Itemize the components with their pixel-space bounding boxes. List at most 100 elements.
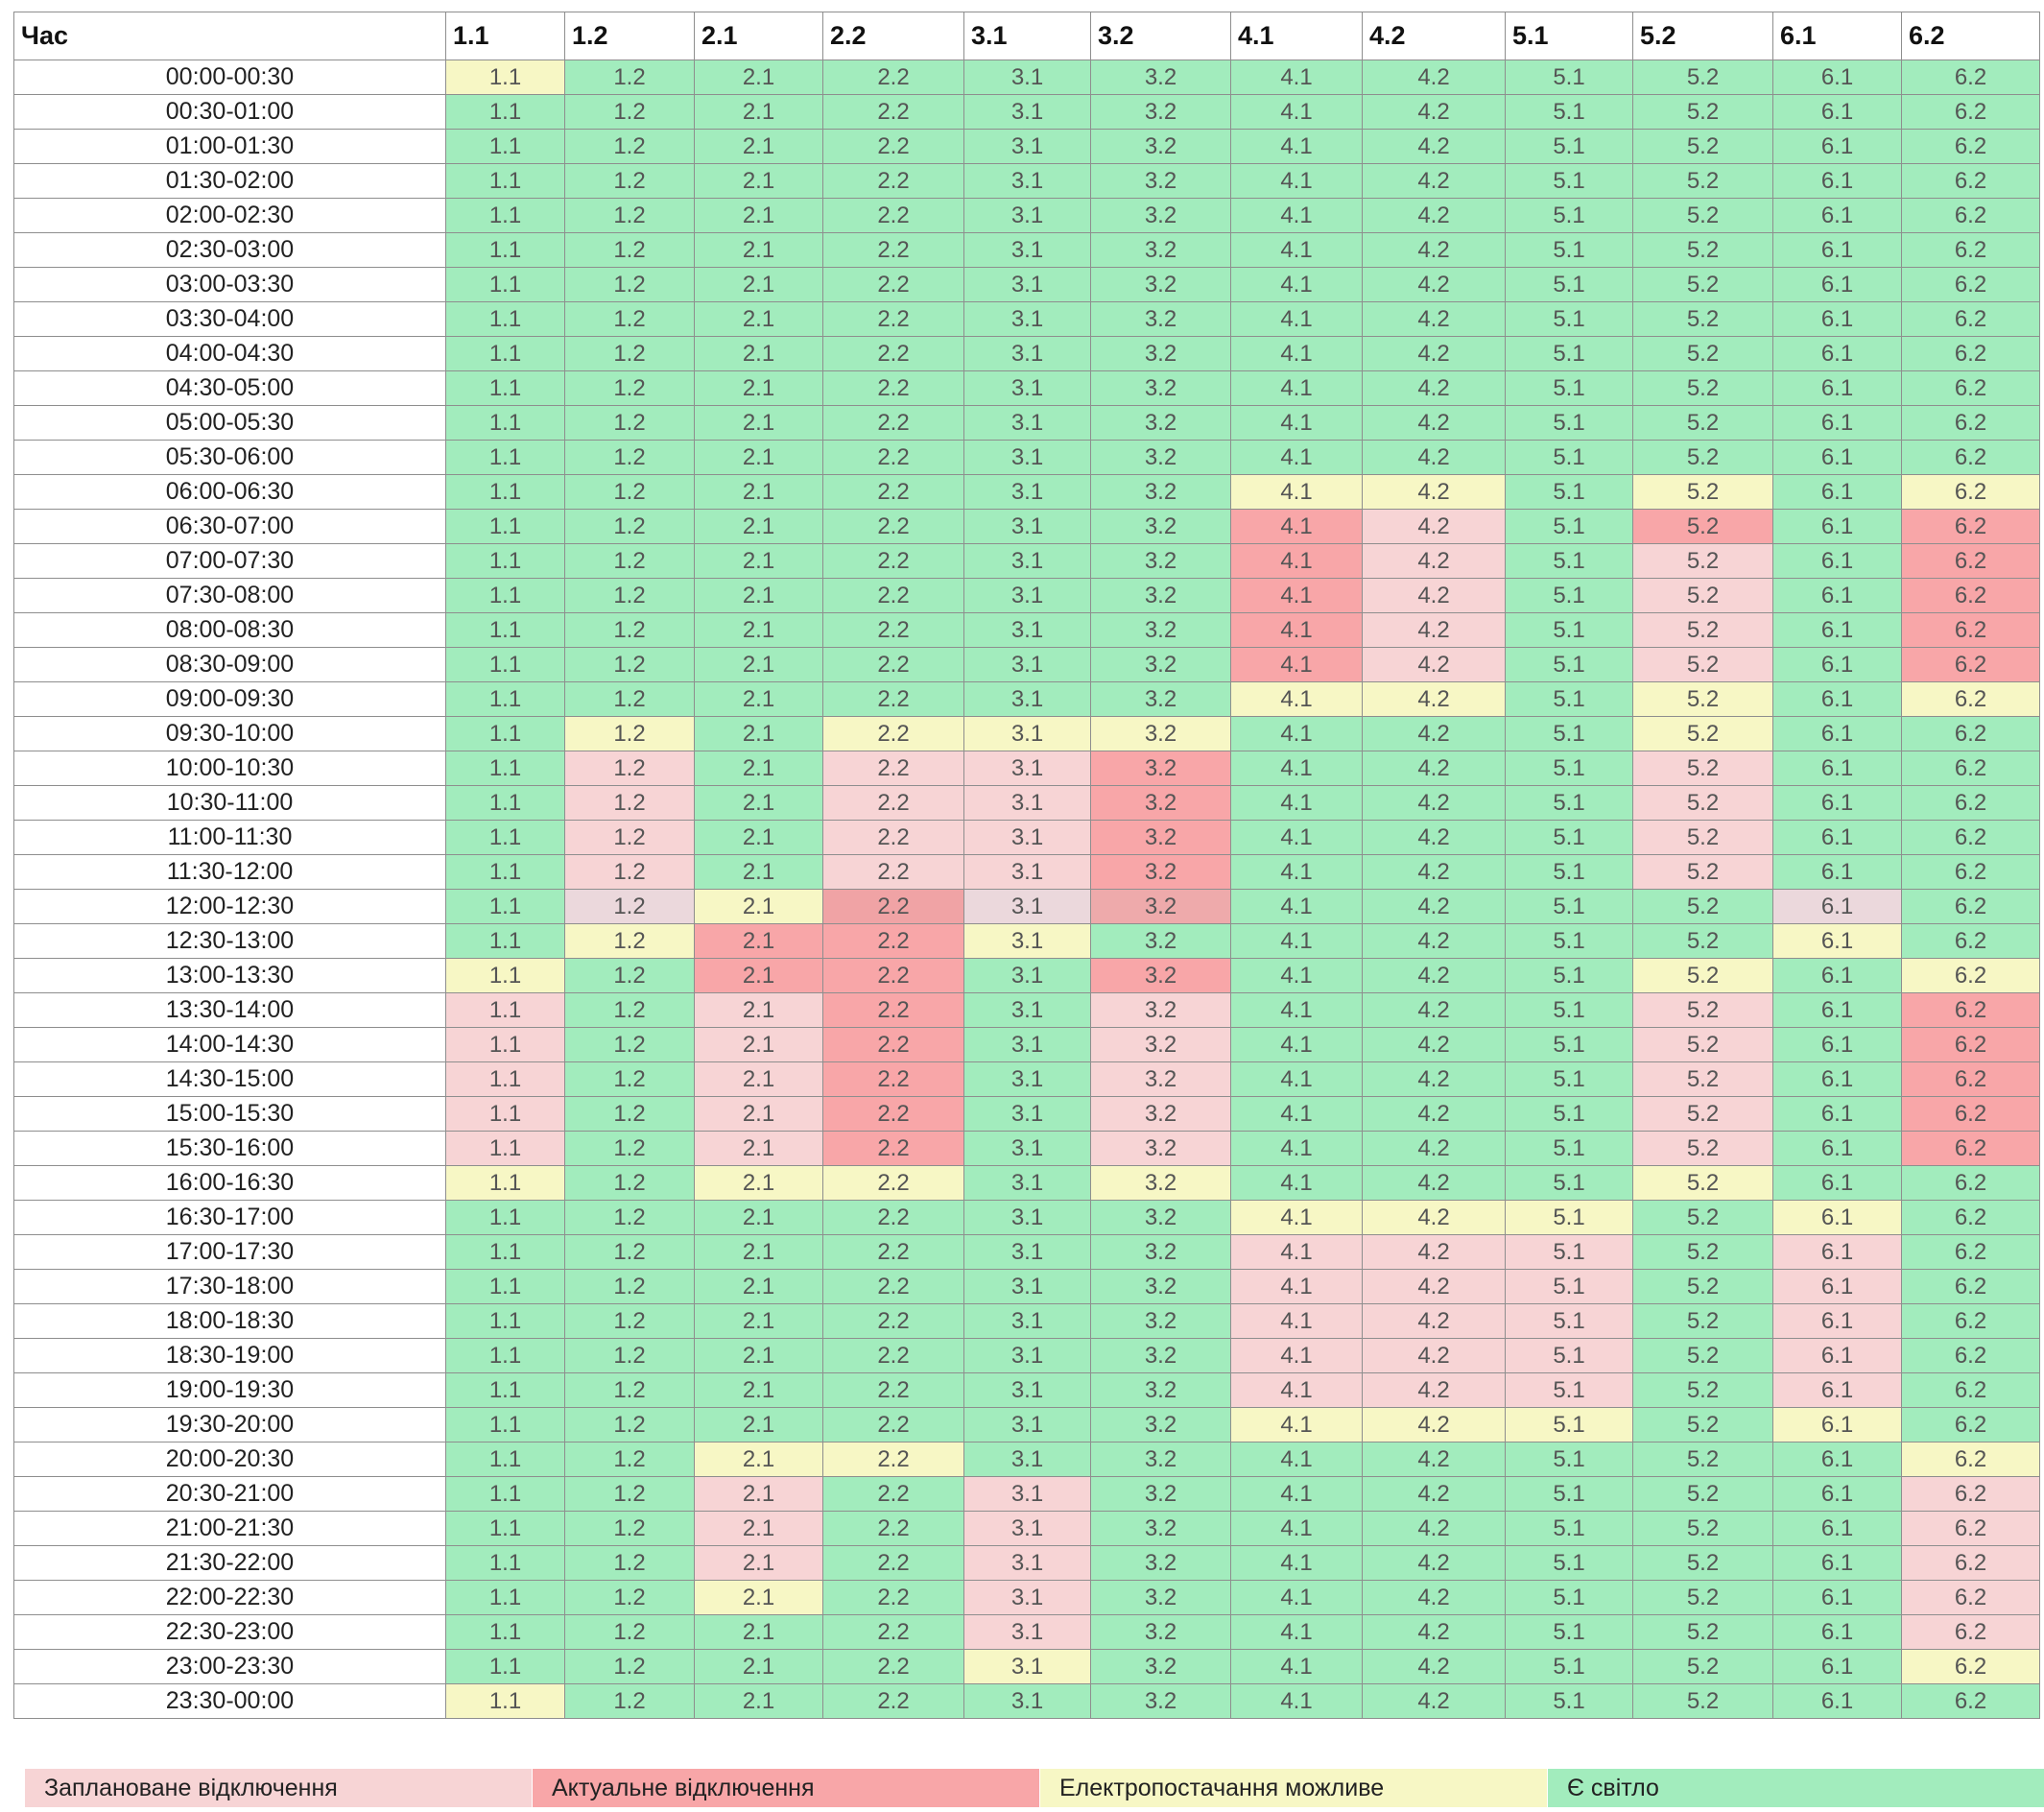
group-cell: 5.1 [1505, 336, 1633, 371]
group-cell: 2.1 [694, 543, 823, 579]
group-cell: 5.2 [1632, 1372, 1773, 1408]
group-cell: 4.2 [1362, 1511, 1506, 1546]
group-cell: 1.1 [445, 60, 565, 95]
table-row: 15:30-16:00 1.1 1.2 2.1 2.2 3.1 3.2 4.1 4.2 5.1 5.… [13, 1131, 2040, 1166]
group-cell: 6.2 [1901, 1200, 2040, 1235]
group-cell: 2.1 [694, 1511, 823, 1546]
table-row: 22:30-23:00 1.1 1.2 2.1 2.2 3.1 3.2 4.1 4.2 5.1 5.… [13, 1614, 2040, 1650]
group-cell: 5.2 [1632, 198, 1773, 233]
group-cell: 3.1 [963, 716, 1091, 751]
group-cell: 2.1 [694, 578, 823, 613]
time-slot-label: 09:00-09:30 [13, 681, 446, 717]
group-cell: 6.2 [1901, 1131, 2040, 1166]
group-cell: 4.1 [1230, 1303, 1363, 1339]
table-row: 16:00-16:30 1.1 1.2 2.1 2.2 3.1 3.2 4.1 4.2 5.1 5.… [13, 1165, 2040, 1201]
group-cell: 4.2 [1362, 1165, 1506, 1201]
group-cell: 1.2 [564, 129, 695, 164]
group-cell: 4.2 [1362, 1061, 1506, 1097]
group-cell: 4.2 [1362, 129, 1506, 164]
group-cell: 5.1 [1505, 60, 1633, 95]
group-cell: 5.1 [1505, 1372, 1633, 1408]
group-cell: 2.2 [822, 1614, 964, 1650]
group-cell: 6.2 [1901, 958, 2040, 993]
group-cell: 1.1 [445, 232, 565, 268]
group-cell: 6.2 [1901, 301, 2040, 337]
group-cell: 2.2 [822, 612, 964, 648]
group-cell: 2.2 [822, 1372, 964, 1408]
table-row: 00:30-01:00 1.1 1.2 2.1 2.2 3.1 3.2 4.1 4.2 5.1 5.… [13, 94, 2040, 130]
group-cell: 2.1 [694, 474, 823, 510]
group-cell: 3.2 [1090, 1407, 1231, 1442]
group-cell: 3.1 [963, 474, 1091, 510]
group-cell: 6.1 [1772, 543, 1902, 579]
group-cell: 6.1 [1772, 1442, 1902, 1477]
table-row: 12:30-13:00 1.1 1.2 2.1 2.2 3.1 3.2 4.1 4.2 5.1 5.… [13, 923, 2040, 959]
group-cell: 5.1 [1505, 751, 1633, 786]
group-cell: 2.1 [694, 509, 823, 544]
group-cell: 2.2 [822, 474, 964, 510]
group-cell: 5.2 [1632, 1649, 1773, 1684]
table-row: 03:00-03:30 1.1 1.2 2.1 2.2 3.1 3.2 4.1 4.2 5.1 5.… [13, 267, 2040, 302]
group-cell: 4.1 [1230, 1269, 1363, 1304]
group-cell: 2.2 [822, 854, 964, 890]
group-cell: 6.2 [1901, 1338, 2040, 1373]
group-cell: 1.1 [445, 405, 565, 441]
group-cell: 2.2 [822, 1580, 964, 1615]
group-cell: 4.2 [1362, 1545, 1506, 1581]
group-cell: 5.1 [1505, 509, 1633, 544]
group-cell: 2.2 [822, 1061, 964, 1097]
group-cell: 2.1 [694, 1234, 823, 1270]
group-header-5-2: 5.2 [1632, 12, 1773, 60]
group-cell: 4.1 [1230, 681, 1363, 717]
time-slot-label: 14:30-15:00 [13, 1061, 446, 1097]
group-cell: 1.1 [445, 1511, 565, 1546]
group-cell: 5.2 [1632, 854, 1773, 890]
group-cell: 3.1 [963, 1303, 1091, 1339]
group-header-2-1: 2.1 [694, 12, 823, 60]
group-cell: 1.1 [445, 94, 565, 130]
group-cell: 3.1 [963, 267, 1091, 302]
time-slot-label: 15:30-16:00 [13, 1131, 446, 1166]
group-cell: 3.1 [963, 1165, 1091, 1201]
group-cell: 4.2 [1362, 543, 1506, 579]
group-cell: 4.2 [1362, 1407, 1506, 1442]
time-slot-label: 22:30-23:00 [13, 1614, 446, 1650]
group-header-1-1: 1.1 [445, 12, 565, 60]
group-cell: 2.1 [694, 647, 823, 682]
group-cell: 5.2 [1632, 1200, 1773, 1235]
group-cell: 1.2 [564, 1442, 695, 1477]
group-cell: 3.1 [963, 1407, 1091, 1442]
group-cell: 1.2 [564, 647, 695, 682]
group-cell: 3.1 [963, 751, 1091, 786]
group-cell: 2.1 [694, 1338, 823, 1373]
group-cell: 4.2 [1362, 509, 1506, 544]
group-cell: 3.1 [963, 232, 1091, 268]
group-cell: 4.2 [1362, 1338, 1506, 1373]
group-cell: 2.1 [694, 163, 823, 199]
group-cell: 3.1 [963, 1545, 1091, 1581]
group-cell: 3.1 [963, 543, 1091, 579]
group-cell: 1.2 [564, 370, 695, 406]
legend-actual: Актуальне відключення [533, 1769, 1039, 1807]
group-cell: 3.1 [963, 405, 1091, 441]
group-cell: 4.1 [1230, 1442, 1363, 1477]
group-cell: 3.2 [1090, 1442, 1231, 1477]
group-cell: 5.2 [1632, 820, 1773, 855]
group-cell: 3.1 [963, 1061, 1091, 1097]
group-cell: 2.1 [694, 1269, 823, 1304]
group-cell: 6.2 [1901, 1511, 2040, 1546]
group-cell: 6.1 [1772, 1372, 1902, 1408]
group-cell: 6.2 [1901, 1580, 2040, 1615]
group-cell: 4.1 [1230, 1545, 1363, 1581]
time-slot-label: 10:30-11:00 [13, 785, 446, 821]
time-column-header: Час [13, 12, 446, 60]
time-slot-label: 12:00-12:30 [13, 889, 446, 924]
group-cell: 3.1 [963, 1580, 1091, 1615]
group-cell: 3.2 [1090, 405, 1231, 441]
group-cell: 5.1 [1505, 647, 1633, 682]
group-header-4-1: 4.1 [1230, 12, 1363, 60]
group-cell: 5.2 [1632, 1096, 1773, 1132]
group-cell: 4.2 [1362, 198, 1506, 233]
table-row: 06:00-06:30 1.1 1.2 2.1 2.2 3.1 3.2 4.1 4.2 5.1 5.… [13, 474, 2040, 510]
group-cell: 2.2 [822, 267, 964, 302]
